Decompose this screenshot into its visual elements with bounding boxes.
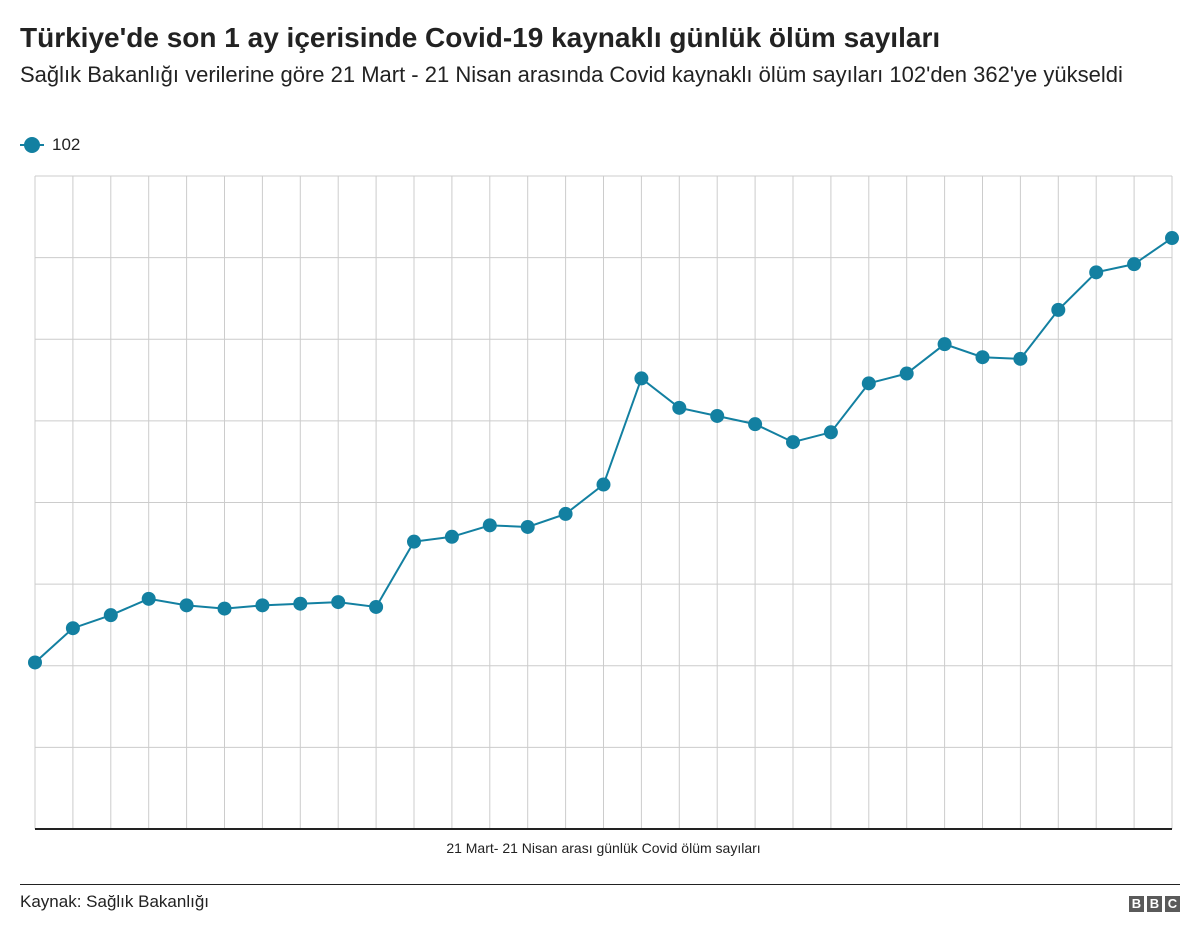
- legend: 102: [20, 133, 80, 157]
- data-point: [255, 598, 270, 613]
- legend-label: 102: [52, 135, 81, 154]
- bbc-logo: B B C: [1129, 896, 1180, 912]
- data-point: [937, 337, 952, 352]
- footer-divider: [20, 884, 1180, 885]
- logo-letter: C: [1165, 896, 1180, 912]
- logo-letter: B: [1147, 896, 1162, 912]
- data-point: [482, 518, 497, 533]
- data-point: [1127, 257, 1142, 272]
- legend-swatch: [20, 133, 46, 157]
- data-point: [1165, 231, 1179, 246]
- source-note: Kaynak: Sağlık Bakanlığı: [20, 892, 210, 911]
- data-point: [672, 400, 687, 415]
- data-point: [1013, 351, 1028, 366]
- logo-letter: B: [1129, 896, 1144, 912]
- data-point: [596, 477, 611, 492]
- data-point: [331, 595, 346, 610]
- data-point: [975, 350, 990, 365]
- data-point: [520, 519, 535, 534]
- chart-title: Türkiye'de son 1 ay içerisinde Covid-19 …: [20, 22, 941, 53]
- data-point: [141, 591, 156, 606]
- data-point: [179, 598, 194, 613]
- data-point: [823, 425, 838, 440]
- data-point: [1051, 302, 1066, 317]
- data-point: [786, 435, 800, 450]
- data-point: [293, 596, 308, 611]
- data-point: [558, 506, 573, 521]
- data-point: [748, 417, 763, 432]
- data-point: [899, 366, 914, 381]
- data-point: [444, 529, 459, 544]
- data-point: [103, 608, 118, 623]
- data-point: [710, 408, 725, 423]
- data-point: [861, 376, 876, 391]
- data-point: [407, 534, 421, 549]
- x-axis-label: 21 Mart- 21 Nisan arası günlük Covid ölü…: [446, 840, 761, 856]
- data-point: [369, 599, 384, 614]
- data-point: [217, 601, 232, 616]
- line-chart: [28, 175, 1179, 830]
- chart-subtitle: Sağlık Bakanlığı verilerine göre 21 Mart…: [20, 62, 1123, 87]
- data-point: [28, 655, 42, 670]
- data-point: [65, 621, 80, 636]
- data-point: [634, 371, 649, 386]
- data-point: [1089, 265, 1104, 280]
